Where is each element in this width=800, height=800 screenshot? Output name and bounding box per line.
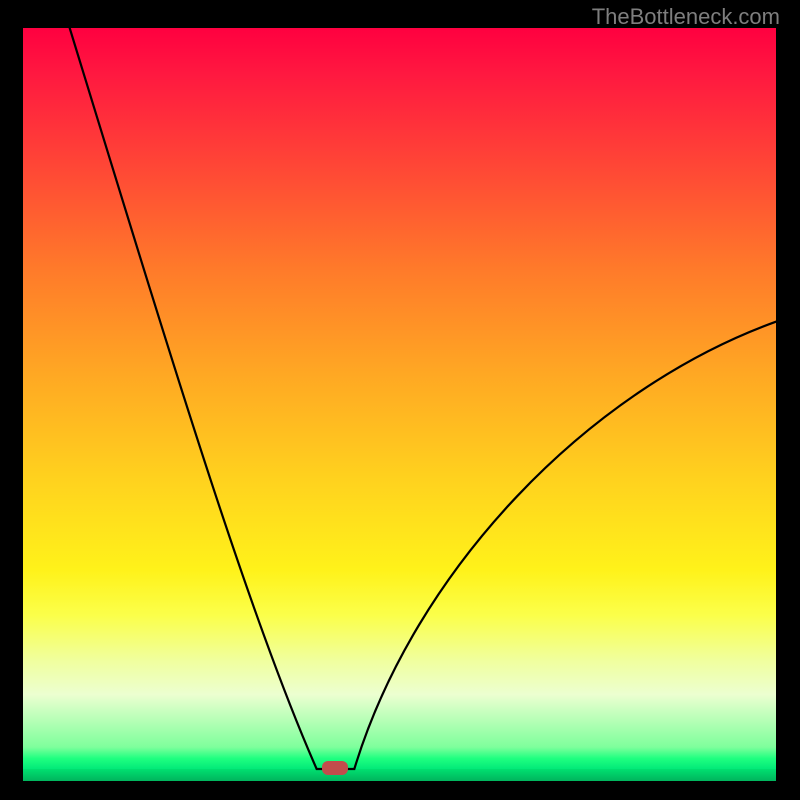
watermark-label: TheBottleneck.com xyxy=(592,4,780,30)
plot-area xyxy=(23,28,776,781)
bottleneck-curve xyxy=(23,28,776,781)
optimal-point-marker xyxy=(322,761,348,775)
